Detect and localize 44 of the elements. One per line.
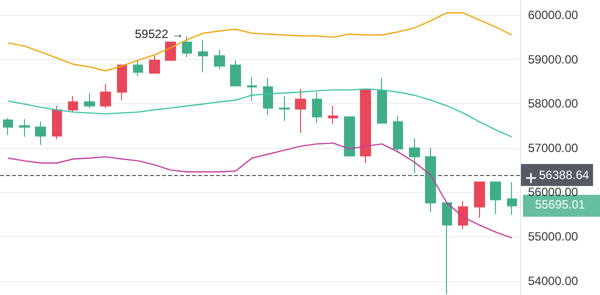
candlestick bbox=[117, 64, 127, 101]
candlestick bbox=[52, 105, 62, 140]
y-tick-label: 58000.00 bbox=[528, 96, 578, 111]
candlestick bbox=[393, 116, 403, 154]
candlestick bbox=[214, 50, 225, 70]
annotation: 59522 → bbox=[134, 27, 184, 42]
candlestick bbox=[19, 118, 30, 138]
candlestick bbox=[133, 60, 143, 77]
candlestick bbox=[474, 182, 485, 218]
candlestick bbox=[442, 202, 452, 295]
candlestick bbox=[377, 77, 387, 124]
candlestick bbox=[312, 92, 322, 124]
candlestick bbox=[3, 117, 13, 136]
candlestick bbox=[425, 147, 436, 213]
line-series bbox=[8, 88, 512, 138]
y-tick-label: 55000.00 bbox=[528, 230, 578, 244]
candlestick bbox=[247, 76, 257, 102]
line-series bbox=[8, 142, 512, 238]
candlestick bbox=[68, 96, 78, 113]
candlestick bbox=[295, 88, 306, 134]
y-tick-label: 59000.00 bbox=[528, 52, 578, 66]
candlestick bbox=[490, 182, 501, 214]
candlestick bbox=[165, 42, 176, 61]
candlestick bbox=[328, 105, 338, 125]
candlestick bbox=[279, 96, 290, 122]
candlestick bbox=[35, 121, 46, 146]
y-tick-label: 57000.00 bbox=[528, 140, 578, 155]
text: 55695.01 bbox=[535, 198, 586, 212]
candlestick bbox=[198, 39, 208, 73]
candlestick bbox=[360, 89, 371, 164]
candlestick bbox=[458, 200, 468, 230]
candlestick bbox=[149, 55, 160, 74]
candlestick bbox=[409, 138, 420, 174]
candlestick bbox=[263, 77, 273, 116]
y-tick-label: 60000.00 bbox=[528, 8, 578, 22]
candlestick bbox=[100, 84, 111, 109]
candlestick bbox=[182, 36, 192, 58]
candlestick bbox=[230, 60, 241, 86]
ref-line-label: 56388.64 bbox=[539, 168, 590, 182]
candlestick bbox=[84, 92, 95, 109]
y-tick-label: 54000.00 bbox=[528, 274, 578, 288]
candlestick bbox=[344, 116, 355, 156]
line-series bbox=[8, 12, 512, 72]
candlestick bbox=[507, 182, 517, 216]
